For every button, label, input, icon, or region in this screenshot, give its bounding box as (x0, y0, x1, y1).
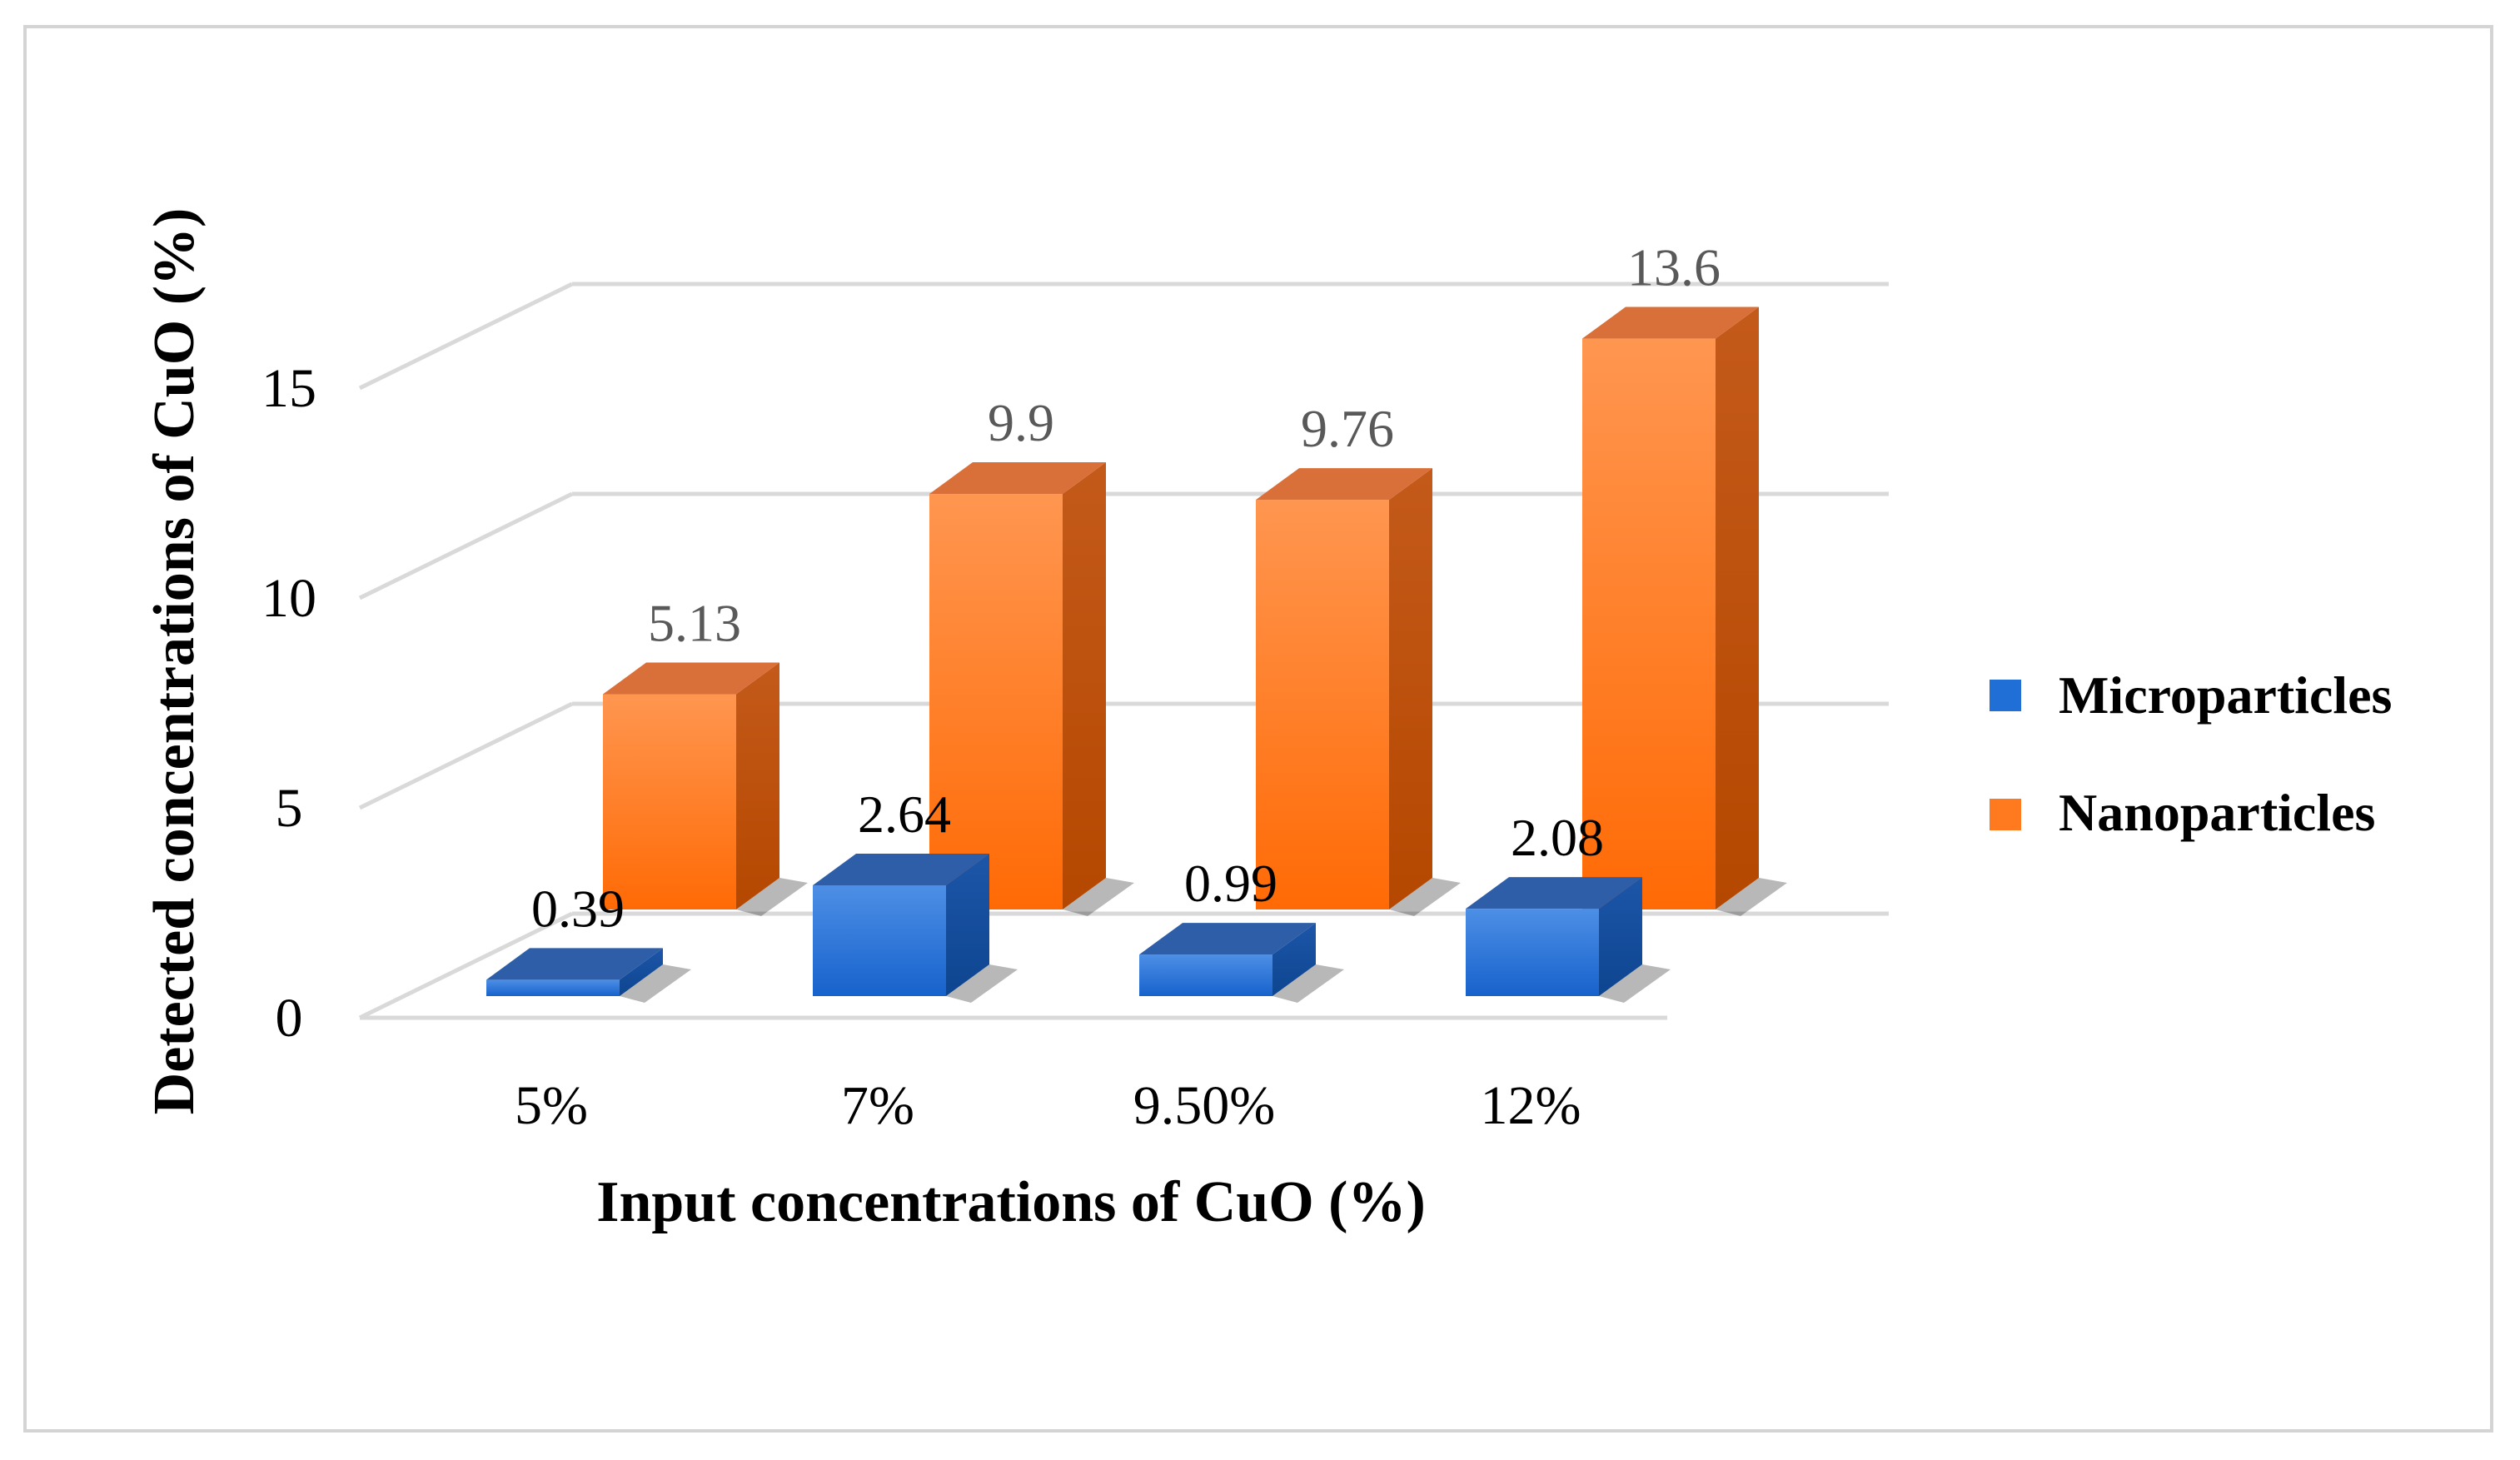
microparticles-bar-side (946, 853, 989, 996)
microparticles-data-label: 0.39 (531, 879, 625, 938)
microparticles-bar-front (813, 884, 946, 996)
gridline-side (358, 282, 574, 391)
nanoparticles-bar-front (1256, 500, 1389, 909)
legend-swatch-nanoparticles (1990, 799, 2021, 830)
microparticles-bar-top (813, 853, 989, 885)
microparticles-bar-top (1466, 877, 1642, 909)
nanoparticles-bar (603, 662, 779, 909)
nanoparticles-bar-side (1063, 462, 1106, 909)
microparticles-bar-front (486, 979, 620, 996)
nanoparticles-bar-top (1256, 468, 1432, 501)
microparticles-bar (486, 948, 663, 996)
nanoparticles-bar (929, 462, 1106, 909)
microparticles-data-label: 2.64 (858, 785, 951, 844)
x-axis-title: Input concentrations of CuO (%) (596, 1170, 1426, 1234)
microparticles-bar-shadow (946, 964, 1018, 1003)
microparticles-bar-side (620, 948, 663, 996)
microparticles-bar (1466, 877, 1642, 996)
microparticles-series (486, 853, 1642, 996)
microparticles-bar-shadow (1272, 964, 1344, 1003)
y-tick-label: 5 (276, 778, 303, 839)
microparticles-data-label: 0.99 (1184, 854, 1277, 913)
data-labels: 5.13 9.9 9.76 13.6 0.39 2.64 0.99 2.08 (531, 238, 1721, 939)
legend-label-nanoparticles: Nanoparticles (2059, 783, 2375, 842)
microparticles-bar (1139, 923, 1316, 996)
nanoparticles-bar-top (603, 662, 779, 695)
gridline-side (358, 701, 574, 810)
y-tick-label: 10 (261, 568, 316, 629)
nanoparticles-bar-shadow (1389, 878, 1461, 916)
nanoparticles-bar-front (929, 494, 1063, 909)
chart-frame: 5.13 9.9 9.76 13.6 0.39 2.64 0.99 2.08 0 5 10 15 5… (23, 25, 2493, 1433)
x-tick-label: 5% (515, 1075, 588, 1136)
nanoparticles-bar-top (929, 462, 1106, 495)
microparticles-bar (813, 853, 989, 996)
microparticles-bar-top (486, 948, 663, 980)
nanoparticles-bar-shadow (736, 878, 808, 916)
nanoparticles-data-label: 9.9 (988, 393, 1054, 452)
nanoparticles-bar-front (1582, 338, 1716, 909)
microparticles-bar-shadow (1599, 964, 1671, 1003)
microparticles-bar-side (1599, 877, 1642, 996)
nanoparticles-bar (1582, 306, 1759, 909)
nanoparticles-bar-shadow (1063, 878, 1134, 916)
microparticles-bar-front (1466, 909, 1599, 996)
x-tick-label: 7% (841, 1075, 914, 1136)
nanoparticles-bar-side (1389, 468, 1432, 909)
nanoparticles-bar-front (603, 694, 736, 909)
microparticles-bar-side (1272, 923, 1316, 996)
legend: Microparticles Nanoparticles (1990, 665, 2392, 842)
legend-label-microparticles: Microparticles (2059, 665, 2392, 725)
nanoparticles-data-label: 13.6 (1627, 238, 1721, 297)
legend-item-nanoparticles[interactable]: Nanoparticles (1990, 783, 2375, 842)
nanoparticles-bar-side (1716, 306, 1759, 909)
chart-svg: 5.13 9.9 9.76 13.6 0.39 2.64 0.99 2.08 0 5 10 15 5… (142, 208, 2392, 1234)
nanoparticles-data-label: 9.76 (1301, 399, 1394, 458)
microparticles-bar-front (1139, 954, 1272, 996)
floor-left-line (358, 911, 574, 1020)
shadow-layer (620, 878, 1787, 1003)
nanoparticles-bar-shadow (1716, 878, 1787, 916)
legend-item-microparticles[interactable]: Microparticles (1990, 665, 2392, 725)
x-axis-ticks: 5% 7% 9.50% 12% (515, 1075, 1581, 1136)
nanoparticles-bar (1256, 468, 1432, 909)
y-tick-label: 0 (276, 988, 303, 1049)
microparticles-bar-top (1139, 923, 1316, 955)
nanoparticles-data-label: 5.13 (648, 593, 741, 652)
y-axis-ticks: 0 5 10 15 (261, 358, 316, 1049)
nanoparticles-series (603, 306, 1759, 909)
nanoparticles-bar-top (1582, 306, 1759, 339)
microparticles-bar-shadow (620, 964, 691, 1003)
legend-swatch-microparticles (1990, 680, 2021, 711)
x-tick-label: 12% (1481, 1075, 1581, 1136)
y-tick-label: 15 (261, 358, 316, 419)
gridline-side (358, 491, 574, 600)
y-axis-title: Detected concentrations of CuO (%) (142, 208, 207, 1115)
microparticles-data-label: 2.08 (1511, 808, 1604, 867)
x-tick-label: 9.50% (1133, 1075, 1275, 1136)
nanoparticles-bar-side (736, 662, 779, 909)
